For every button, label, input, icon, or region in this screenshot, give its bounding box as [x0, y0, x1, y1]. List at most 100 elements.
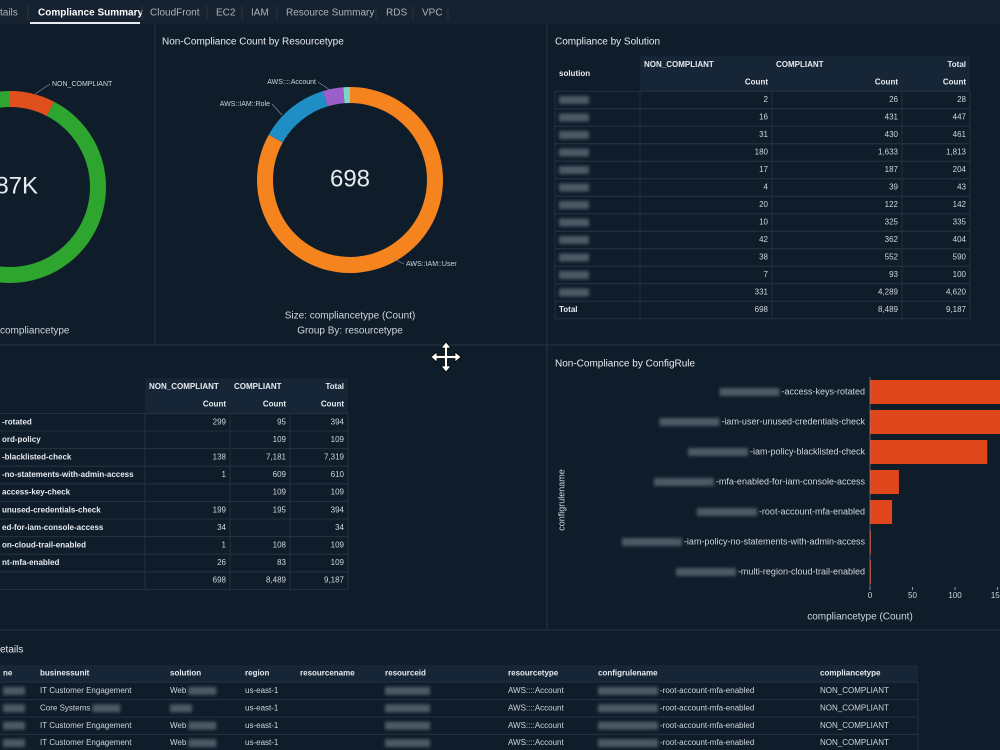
slice-label: AWS::IAM::Role [220, 101, 270, 108]
panel-title: Compliance by Solution [555, 37, 660, 48]
column-subheader: Count [745, 78, 768, 87]
blurred-text [719, 388, 780, 396]
cell-value: 299 [213, 417, 227, 426]
blurred-text [3, 721, 25, 730]
blurred-text [559, 113, 589, 122]
blurred-text [3, 704, 25, 713]
cell-value: 7,319 [324, 453, 345, 462]
cell-value: 109 [331, 541, 345, 550]
cell: Core Systems [40, 703, 90, 712]
blurred-text [385, 704, 430, 713]
row-label: -no-statements-with-admin-access [2, 470, 134, 479]
blurred-text [598, 739, 658, 748]
cell: IT Customer Engagement [40, 721, 132, 730]
row-label: -blacklisted-check [2, 453, 72, 462]
tab[interactable]: CloudFront [150, 8, 200, 19]
cell: Web [170, 686, 187, 695]
cell: us-east-1 [245, 721, 279, 730]
cell-value: 4,620 [946, 288, 967, 297]
tab-bar [0, 0, 1000, 24]
panel-title: Non-Compliance Count by Resourcetype [162, 37, 344, 48]
cell-value: 698 [213, 576, 227, 585]
blurred-text [92, 704, 121, 713]
column-header: COMPLIANT [776, 60, 824, 69]
cell-value: 1,813 [946, 148, 967, 157]
bar [870, 440, 988, 464]
blurred-text [621, 538, 682, 546]
leader-line [271, 103, 283, 116]
tab[interactable]: EC2 [216, 8, 236, 19]
donut-slice [0, 91, 106, 283]
bar [870, 530, 871, 554]
cell-value: 26 [217, 558, 226, 567]
blurred-text [170, 704, 192, 713]
row-label: access-key-check [2, 488, 71, 497]
table-row [554, 265, 971, 285]
column-header: solution [559, 69, 590, 78]
column-subheader: Count [321, 400, 344, 409]
tab-active[interactable]: Compliance Summary [38, 8, 143, 19]
cell-value: 195 [273, 505, 287, 514]
blurred-text [559, 201, 589, 209]
cell-value: 26 [889, 95, 898, 104]
x-tick-label: 150 [991, 591, 1000, 600]
panel-borders [0, 25, 1000, 631]
cell-value: 2 [764, 95, 769, 104]
column-subheader: Count [263, 400, 286, 409]
table-row [0, 571, 349, 590]
cell-value: 1 [222, 541, 227, 550]
cell-value: 8,489 [266, 576, 287, 585]
cell-value: 4 [764, 183, 769, 192]
cell-value: 39 [889, 183, 898, 192]
column-header: resourceid [385, 669, 426, 678]
table-row [0, 733, 919, 750]
cell-value: 431 [885, 113, 899, 122]
cell-value: 122 [885, 200, 899, 209]
blurred-text [3, 739, 25, 748]
cell-value: 394 [331, 417, 345, 426]
x-tick-label: 100 [948, 591, 962, 600]
tab[interactable]: IAM [251, 8, 269, 19]
column-header: region [245, 669, 270, 678]
cell-value: 28 [957, 95, 966, 104]
cell-value: 404 [953, 235, 967, 244]
column-header: resourcetype [508, 669, 559, 678]
cell-value: 590 [953, 253, 967, 262]
row-label: unused-credentials-check [2, 505, 101, 514]
blurred-text [188, 721, 217, 730]
tab[interactable]: Resource Summary [286, 8, 374, 19]
bar [870, 470, 899, 494]
cell-value: 609 [273, 470, 287, 479]
blurred-text [385, 721, 430, 730]
column-header: NON_COMPLIANT [644, 60, 714, 69]
column-header: resourcename [300, 669, 355, 678]
column-subheader: Count [203, 400, 226, 409]
row-label: ord-policy [2, 435, 41, 444]
tab[interactable]: tails [0, 8, 18, 19]
cell-value: 394 [331, 505, 345, 514]
table-header [145, 378, 348, 414]
tab-separators [27, 6, 449, 20]
cell: NON_COMPLIANT [820, 703, 889, 712]
tab[interactable]: RDS [386, 8, 407, 19]
cell: Web [170, 721, 187, 730]
cell: IT Customer Engagement [40, 738, 132, 747]
cell-value: 142 [953, 200, 967, 209]
tab[interactable]: VPC [422, 8, 443, 19]
table-row [554, 178, 971, 197]
cell-value: 199 [213, 505, 227, 514]
cell-value: 362 [885, 235, 899, 244]
blurred-text [188, 739, 217, 748]
cell-value: 38 [759, 253, 768, 262]
column-header: ne [3, 669, 13, 678]
cell-value: 610 [331, 470, 345, 479]
y-tick-label: -iam-policy-no-statements-with-admin-acc… [684, 536, 866, 546]
blurred-text [559, 271, 589, 279]
cell-value: 1,633 [878, 148, 899, 157]
cell: us-east-1 [245, 703, 279, 712]
cell-value: 180 [755, 148, 769, 157]
cell: us-east-1 [245, 686, 279, 695]
y-tick-label: -multi-region-cloud-trail-enabled [738, 566, 865, 576]
y-tick-label: -mfa-enabled-for-iam-console-access [716, 476, 866, 486]
